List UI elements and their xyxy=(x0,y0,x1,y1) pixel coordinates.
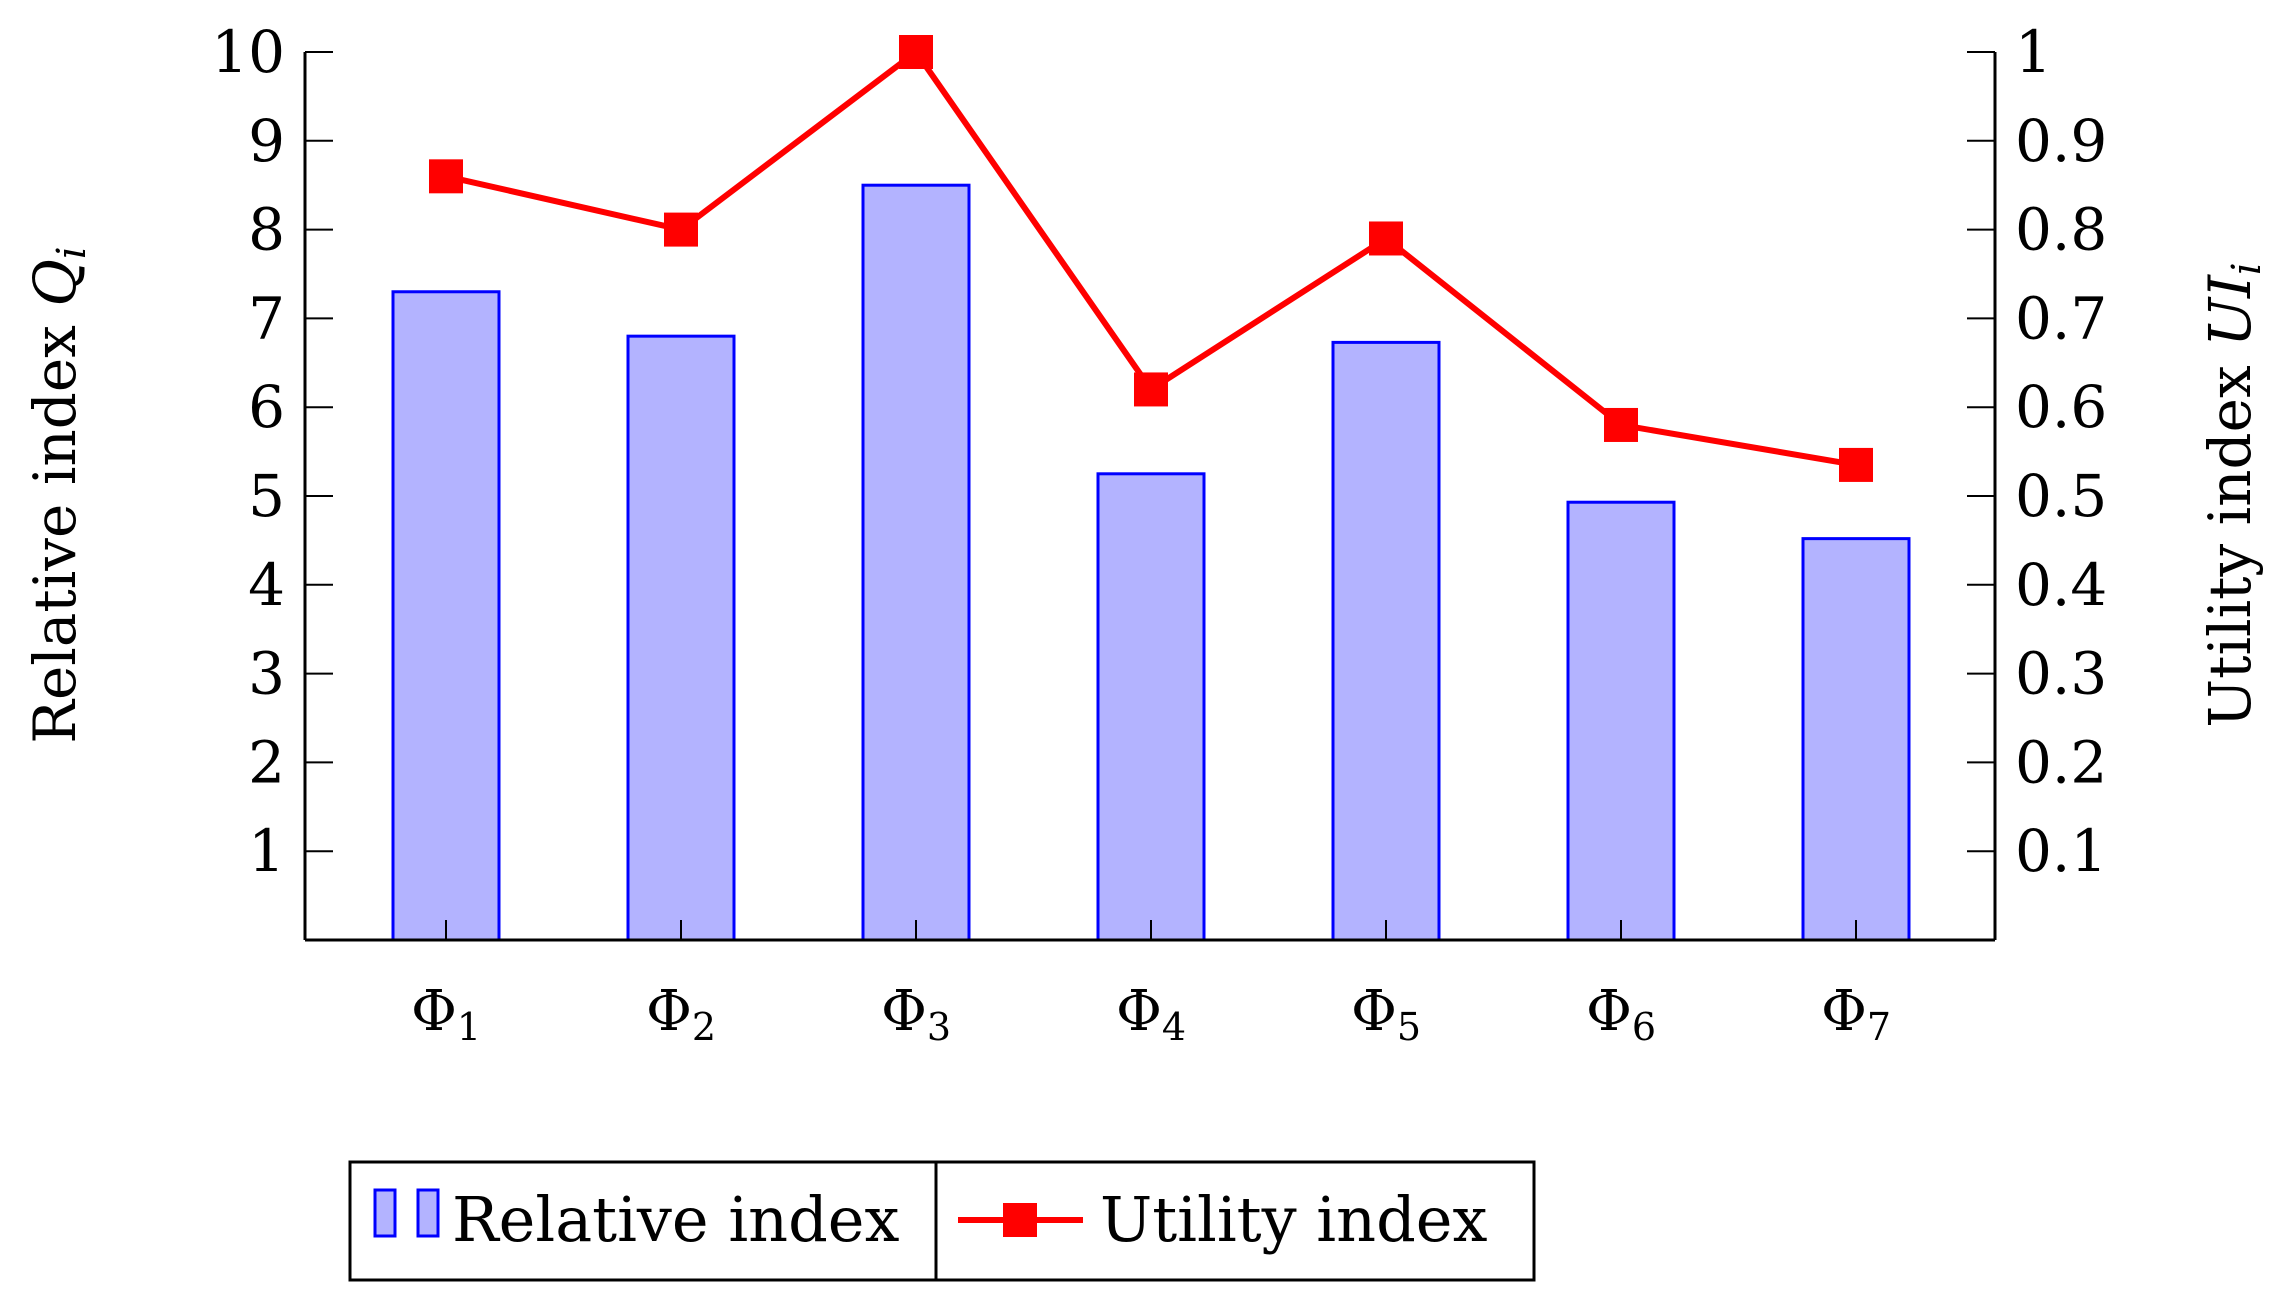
axis-titles: Relative index Qi Utility index UIi xyxy=(21,246,2270,743)
left-axis-title: Relative index Qi xyxy=(21,246,95,743)
utility-marker-5 xyxy=(1369,221,1403,256)
right-tick-label: 0.9 xyxy=(2015,107,2107,175)
x-tick-label-6: Φ6 xyxy=(1586,979,1656,1049)
left-tick-label: 7 xyxy=(248,284,285,352)
utility-marker-4 xyxy=(1134,372,1168,407)
bar-3 xyxy=(861,183,971,942)
left-tick-label: 10 xyxy=(211,18,285,86)
x-tick-label-7: Φ7 xyxy=(1821,979,1891,1049)
right-tick-label: 0.3 xyxy=(2015,640,2107,708)
utility-index-line xyxy=(429,35,1873,482)
legend-line-marker xyxy=(1003,1203,1037,1237)
left-tick-label: 3 xyxy=(248,640,285,708)
x-axis-category-labels: Φ1 Φ2 Φ3 Φ4 Φ5 Φ6 Φ7 xyxy=(411,920,1891,1049)
bar-4 xyxy=(1096,472,1206,942)
x-tick-label-2: Φ2 xyxy=(646,979,716,1049)
bar-2 xyxy=(626,334,736,942)
bar-6 xyxy=(1566,500,1676,942)
legend-bar-swatch-2 xyxy=(416,1188,440,1238)
left-tick-label: 1 xyxy=(248,817,285,885)
utility-marker-6 xyxy=(1604,407,1638,442)
legend: Relative index Utility index xyxy=(348,1160,1536,1282)
x-tick-label-5: Φ5 xyxy=(1351,979,1421,1049)
right-tick-label: 0.7 xyxy=(2015,284,2107,352)
utility-marker-7 xyxy=(1839,447,1873,482)
right-tick-label: 0.4 xyxy=(2015,551,2107,619)
left-axis-ticks: 1 2 3 4 5 6 7 8 9 10 xyxy=(211,18,333,885)
x-tick-label-1: Φ1 xyxy=(411,979,481,1049)
utility-marker-3 xyxy=(899,35,933,69)
right-tick-label: 0.2 xyxy=(2015,728,2107,796)
right-tick-label: 0.5 xyxy=(2015,462,2107,530)
right-axis-title: Utility index UIi xyxy=(2196,262,2270,727)
x-tick-label-3: Φ3 xyxy=(881,979,951,1049)
x-tick-label-4: Φ4 xyxy=(1116,979,1186,1049)
left-tick-label: 2 xyxy=(248,728,285,796)
left-tick-label: 4 xyxy=(248,551,285,619)
left-tick-label: 8 xyxy=(248,196,285,264)
utility-marker-2 xyxy=(664,212,698,247)
bar-7 xyxy=(1801,537,1911,942)
left-tick-label: 5 xyxy=(248,462,285,530)
legend-label-utility-index: Utility index xyxy=(1100,1183,1487,1256)
left-tick-label: 9 xyxy=(248,107,285,175)
bar-5 xyxy=(1331,340,1441,942)
legend-box xyxy=(348,1160,1536,1282)
legend-bar-swatch-1 xyxy=(373,1188,397,1238)
right-tick-label: 0.6 xyxy=(2015,373,2107,441)
right-axis-ticks: 0.1 0.2 0.3 0.4 0.5 0.6 0.7 0.8 0.9 1 xyxy=(1967,18,2107,885)
right-tick-label: 1 xyxy=(2015,18,2052,86)
left-tick-label: 6 xyxy=(248,373,285,441)
legend-label-relative-index: Relative index xyxy=(452,1183,899,1256)
bar-1 xyxy=(391,290,501,942)
right-tick-label: 0.8 xyxy=(2015,196,2107,264)
right-tick-label: 0.1 xyxy=(2015,817,2107,885)
relative-index-bars xyxy=(391,183,1911,942)
utility-marker-1 xyxy=(429,159,463,194)
